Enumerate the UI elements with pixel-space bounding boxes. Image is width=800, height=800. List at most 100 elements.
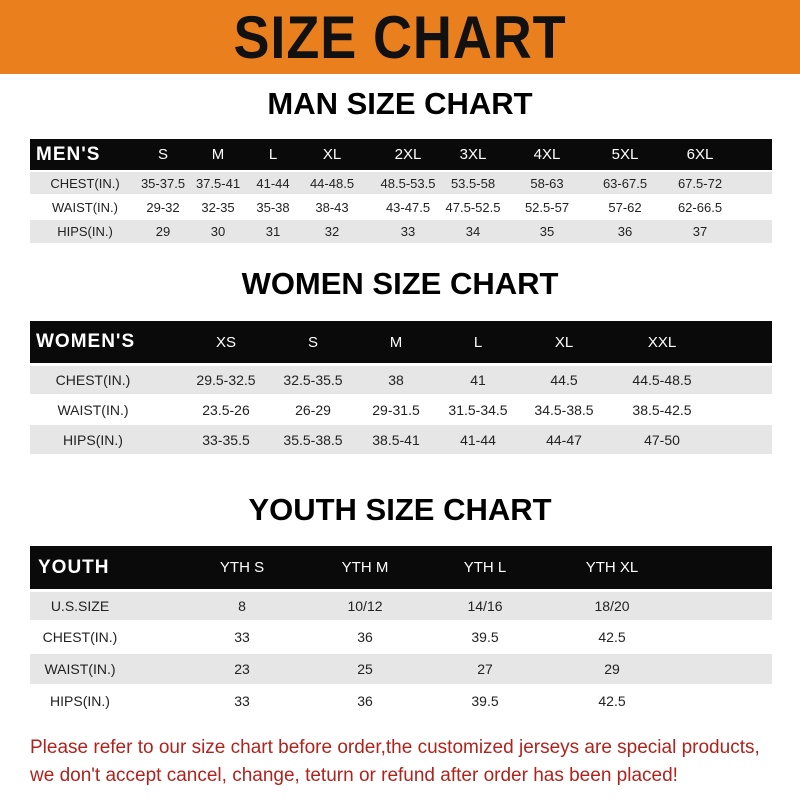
table-cell: 30: [210, 224, 226, 239]
youth-section-title: YOUTH SIZE CHART: [248, 492, 552, 527]
measurement-label: HIPS(IN.): [57, 224, 113, 239]
table-cell: 39.5: [471, 629, 499, 645]
size-header-cell: 6XL: [686, 146, 714, 163]
table-cell: 38: [388, 372, 404, 388]
table-cell: 8: [238, 598, 246, 614]
size-header-cell: YTH XL: [585, 559, 639, 576]
table-cell: 32.5-35.5: [283, 372, 343, 388]
measurement-label: CHEST(IN.): [55, 372, 131, 388]
table-header-row: YOUTH YTH S YTH M YTH L YTH XL: [30, 546, 772, 589]
size-header-cell: 2XL: [394, 146, 422, 163]
measurement-label: HIPS(IN.): [63, 431, 123, 448]
table-cell: 52.5-57: [524, 199, 570, 215]
table-row: HIPS(IN.) 33 36 39.5 42.5: [30, 686, 772, 716]
size-chart-banner: SIZE CHART: [0, 0, 800, 74]
size-header-cell: M: [389, 333, 403, 351]
women-section-title: WOMEN SIZE CHART: [241, 266, 559, 301]
table-cell: 33: [400, 224, 416, 239]
table-title-cell: MEN'S: [36, 143, 101, 165]
table-row: HIPS(IN.) 29 30 31 32 33 34 35 36 37: [30, 220, 772, 243]
size-header-cell: XL: [322, 146, 342, 163]
table-cell: 37.5-41: [195, 175, 241, 191]
table-cell: 29: [155, 224, 171, 239]
table-cell: 37: [692, 224, 708, 239]
table-cell: 18/20: [594, 598, 630, 614]
size-header-cell: 4XL: [533, 146, 561, 163]
table-cell: 41: [470, 372, 486, 388]
table-cell: 31: [265, 224, 281, 239]
table-cell: 34.5-38.5: [534, 401, 594, 418]
table-row: HIPS(IN.) 33-35.5 35.5-38.5 38.5-41 41-44 44-…: [30, 425, 772, 454]
measurement-label: WAIST(IN.): [44, 661, 116, 677]
table-cell: 62-66.5: [677, 199, 723, 215]
table-cell: 58-63: [530, 175, 564, 191]
table-cell: 35.5-38.5: [283, 431, 343, 448]
table-cell: 38.5-41: [372, 431, 420, 448]
notice-line-2: we don't accept cancel, change, teturn o…: [30, 765, 678, 786]
table-cell: 53.5-58: [450, 175, 496, 191]
table-cell: 14/16: [467, 598, 503, 614]
table-cell: 63-67.5: [602, 175, 648, 191]
size-header-cell: M: [211, 146, 225, 163]
table-cell: 67.5-72: [677, 175, 723, 191]
table-cell: 39.5: [471, 693, 499, 709]
notice-line-1: Please refer to our size chart before or…: [30, 737, 760, 758]
banner-title: SIZE CHART: [233, 3, 567, 71]
size-header-cell: XS: [215, 333, 237, 351]
table-cell: 44-47: [546, 431, 582, 448]
table-header-row: WOMEN'S XS S M L XL XXL: [30, 321, 772, 363]
measurement-label: WAIST(IN.): [52, 199, 118, 215]
table-cell: 29-32: [146, 199, 180, 215]
table-cell: 48.5-53.5: [380, 175, 436, 191]
measurement-label: CHEST(IN.): [42, 629, 118, 645]
table-cell: 35-37.5: [140, 175, 186, 191]
table-cell: 23.5-26: [202, 401, 250, 418]
size-header-cell: S: [307, 333, 319, 351]
table-cell: 41-44: [256, 175, 290, 191]
table-cell: 57-62: [608, 199, 642, 215]
size-header-cell: YTH L: [463, 559, 507, 576]
table-cell: 33: [234, 629, 250, 645]
table-title-cell: YOUTH: [38, 556, 110, 578]
table-cell: 47-50: [644, 431, 680, 448]
table-row: U.S.SIZE 8 10/12 14/16 18/20: [30, 592, 772, 620]
table-title-cell: WOMEN'S: [36, 331, 136, 352]
table-row: CHEST(IN.) 33 36 39.5 42.5: [30, 622, 772, 652]
table-cell: 29-31.5: [372, 401, 420, 418]
table-cell: 36: [617, 224, 633, 239]
men-section-title: MAN SIZE CHART: [267, 86, 533, 121]
size-header-cell: L: [473, 333, 483, 351]
table-header-row: MEN'S S M L XL 2XL 3XL 4XL 5XL 6XL: [30, 139, 772, 170]
table-cell: 44.5-48.5: [632, 372, 692, 388]
size-header-cell: XL: [554, 333, 574, 351]
table-cell: 42.5: [598, 693, 626, 709]
table-row: WAIST(IN.) 23 25 27 29: [30, 654, 772, 684]
table-cell: 25: [357, 661, 373, 677]
table-cell: 33: [234, 693, 250, 709]
table-cell: 36: [357, 693, 373, 709]
table-cell: 44.5: [550, 372, 578, 388]
table-cell: 32: [324, 224, 340, 239]
size-header-cell: YTH S: [219, 559, 265, 576]
table-row: CHEST(IN.) 35-37.5 37.5-41 41-44 44-48.5 48.5…: [30, 172, 772, 194]
table-cell: 35-38: [256, 199, 290, 215]
table-cell: 31.5-34.5: [448, 401, 508, 418]
size-header-cell: XXL: [647, 333, 677, 351]
size-header-cell: L: [268, 146, 278, 163]
table-cell: 35: [539, 224, 555, 239]
table-cell: 23: [234, 661, 250, 677]
table-cell: 29.5-32.5: [196, 372, 256, 388]
size-header-cell: 3XL: [459, 146, 487, 163]
table-cell: 42.5: [598, 629, 626, 645]
table-cell: 38.5-42.5: [632, 401, 692, 418]
table-cell: 33-35.5: [202, 431, 250, 448]
table-cell: 38-43: [315, 199, 349, 215]
table-row: WAIST(IN.) 29-32 32-35 35-38 38-43 43-47.5 47.…: [30, 196, 772, 218]
table-cell: 36: [357, 629, 373, 645]
table-cell: 27: [477, 661, 493, 677]
table-cell: 44-48.5: [309, 175, 355, 191]
table-cell: 41-44: [460, 431, 496, 448]
table-cell: 29: [604, 661, 620, 677]
measurement-label: WAIST(IN.): [57, 401, 129, 418]
size-header-cell: YTH M: [341, 559, 389, 576]
